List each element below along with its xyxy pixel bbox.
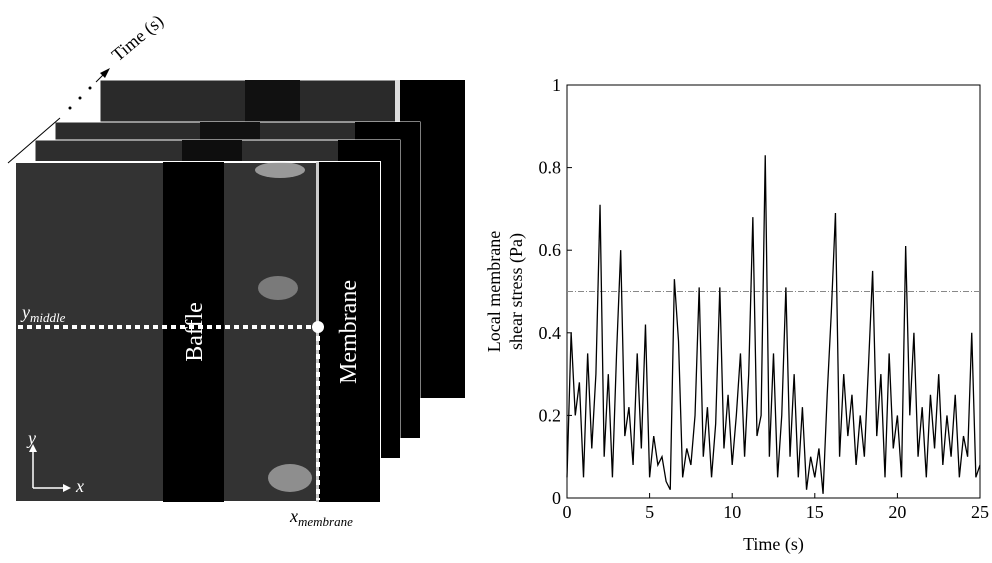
y-tick-label: 0.6 <box>539 240 562 260</box>
y-axis-label: shear stress (Pa) <box>506 233 527 350</box>
x-axis-label: Time (s) <box>743 534 804 555</box>
label-base: y <box>20 302 30 322</box>
axis-x-label: x <box>75 476 84 496</box>
x-tick-label: 10 <box>723 502 741 522</box>
y-tick-label: 1 <box>552 75 561 95</box>
y-tick-label: 0.4 <box>539 323 562 343</box>
x-tick-label: 15 <box>806 502 824 522</box>
time-label: Time (s) <box>108 11 168 66</box>
x-membrane-label: xmembrane <box>289 506 353 529</box>
y-tick-label: 0.8 <box>539 158 562 178</box>
baffle-label: Baffle <box>182 302 208 362</box>
label-base: x <box>289 506 298 526</box>
chart: 0 5 10 15 20 25 0 0.2 0.4 0.6 0.8 1 Time (s) Local me… <box>484 75 989 555</box>
label-sub: middle <box>30 310 66 325</box>
y-tick-label: 0.2 <box>539 405 562 425</box>
x-tick-label: 0 <box>563 502 572 522</box>
y-axis-label: Local membrane <box>484 231 504 352</box>
x-tick-label: 5 <box>645 502 654 522</box>
data-line <box>566 155 981 494</box>
frame <box>14 161 381 503</box>
axis-y-label: y <box>26 428 36 448</box>
frame-stack <box>7 68 466 503</box>
label-sub: membrane <box>298 514 353 529</box>
y-middle-label: ymiddle <box>20 302 66 325</box>
x-tick-label: 25 <box>971 502 989 522</box>
y-tick-label: 0 <box>552 488 561 508</box>
x-tick-label: 20 <box>888 502 906 522</box>
membrane-label: Membrane <box>336 280 362 384</box>
